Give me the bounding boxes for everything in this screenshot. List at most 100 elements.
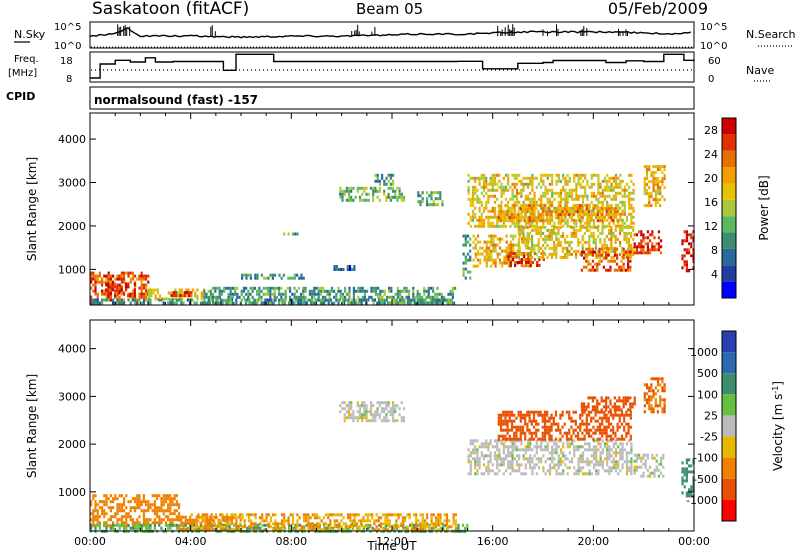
scatter-region xyxy=(580,247,632,272)
y-tick-label: 2000 xyxy=(58,438,86,451)
scatter-region xyxy=(203,286,457,305)
colorbar-swatch xyxy=(722,281,736,298)
colorbar-swatch xyxy=(722,248,736,266)
nave-tick-top: 60 xyxy=(708,56,721,67)
colorbar-swatch xyxy=(722,150,736,168)
colorbar-swatch xyxy=(722,478,736,500)
scatter-region xyxy=(374,173,395,186)
x-tick-label: 16:00 xyxy=(477,535,509,548)
colorbar-tick-label: 1000 xyxy=(690,346,718,359)
power-colorbar: 4 8 12 16 20 24 28 xyxy=(704,117,737,299)
cpid-value: normalsound (fast) -157 xyxy=(94,93,258,107)
scatter-region xyxy=(633,230,663,255)
y-tick-label: 2000 xyxy=(58,220,86,233)
noise-line xyxy=(89,26,692,39)
nave-tick-bottom: 0 xyxy=(708,74,714,85)
colorbar-swatch xyxy=(722,331,736,353)
y-tick-label: 3000 xyxy=(58,177,86,190)
freq-label-2: [MHz] xyxy=(8,68,37,79)
scatter-region xyxy=(339,401,406,423)
frequency-panel: Freq. [MHz] 18 8 60 0 Nave xyxy=(8,51,774,85)
scatter-region xyxy=(241,273,305,280)
noise-bursts xyxy=(117,24,628,36)
noise-left-label: N.Sky xyxy=(14,28,46,41)
colorbar-tick-label: 28 xyxy=(704,124,718,137)
scatter-region xyxy=(283,232,299,236)
velocity-colorbar-label-exponent: -1 xyxy=(771,386,780,394)
freq-tick-bottom: 8 xyxy=(66,74,72,85)
beam-label: Beam 05 xyxy=(356,0,423,18)
x-tick-label: 04:00 xyxy=(175,535,207,548)
scatter-region xyxy=(333,265,356,271)
power-y-label: Slant Range [km] xyxy=(25,157,39,261)
colorbar-tick-label: -25 xyxy=(700,431,718,444)
freq-tick-top: 18 xyxy=(60,56,73,67)
colorbar-tick-label: 20 xyxy=(704,172,718,185)
colorbar-tick-label: 8 xyxy=(711,244,718,257)
noise-right-label: N.Search xyxy=(746,28,796,41)
y-tick-label: 4000 xyxy=(58,343,86,356)
velocity-colorbar: 1000 500 100 25 -25 -100 -500 -1000 xyxy=(686,330,737,522)
colorbar-swatch xyxy=(722,167,736,184)
power-x-ticks xyxy=(89,113,695,305)
velocity-y-label: Slant Range [km] xyxy=(25,374,39,478)
scatter-region xyxy=(497,204,619,223)
colorbar-swatch xyxy=(722,118,736,135)
noise-panel: N.Sky 10^5 10^0 10^5 10^0 N.Search xyxy=(14,21,796,52)
velocity-x-ticks: 00:00 04:00 08:00 12:00 16:00 20:00 00:00 xyxy=(74,320,710,548)
station-title: Saskatoon (fitACF) xyxy=(92,0,249,19)
colorbar-tick-label: -1000 xyxy=(686,494,718,507)
colorbar-tick-label: 25 xyxy=(704,409,718,422)
colorbar-swatch xyxy=(722,183,736,200)
power-data xyxy=(90,165,695,305)
colorbar-tick-label: 100 xyxy=(697,388,718,401)
noise-frame xyxy=(89,21,695,49)
colorbar-swatch xyxy=(722,373,736,395)
velocity-colorbar-label-end: ] xyxy=(771,381,785,386)
velocity-y-ticks: 1000 2000 3000 4000 xyxy=(58,343,694,499)
colorbar-tick-label: -500 xyxy=(693,473,718,486)
x-axis-label: Time UT xyxy=(366,539,417,553)
colorbar-swatch xyxy=(722,232,736,249)
scatter-region xyxy=(190,513,457,532)
nave-label: Nave xyxy=(746,64,774,77)
colorbar-swatch xyxy=(722,394,736,416)
noise-right-tick-top: 10^5 xyxy=(700,22,727,33)
frequency-line xyxy=(90,53,695,79)
cpid-label: CPID xyxy=(6,90,35,103)
colorbar-tick-label: -100 xyxy=(693,452,718,465)
colorbar-frame xyxy=(721,117,737,299)
x-tick-label: 08:00 xyxy=(275,535,307,548)
scatter-region xyxy=(472,234,532,268)
x-tick-label: 12:00 xyxy=(376,535,408,548)
x-tick-label: 00:00 xyxy=(678,535,710,548)
scatter-region xyxy=(417,191,444,207)
scatter-region xyxy=(467,439,633,476)
scatter-region xyxy=(339,186,406,202)
colorbar-swatch xyxy=(722,415,736,437)
colorbar-tick-label: 12 xyxy=(704,220,718,233)
colorbar-swatch xyxy=(722,457,736,479)
scatter-region xyxy=(517,225,635,259)
colorbar-tick-label: 16 xyxy=(704,196,718,209)
velocity-data xyxy=(90,377,695,533)
velocity-colorbar-label: Velocity [m s-1] xyxy=(771,381,786,471)
colorbar-swatch xyxy=(722,436,736,458)
noise-right-tick-bottom: 10^0 xyxy=(700,41,727,52)
colorbar-swatch xyxy=(722,352,736,374)
scatter-region xyxy=(643,377,666,414)
scatter-region xyxy=(633,453,665,478)
scatter-region xyxy=(580,396,636,412)
colorbar-swatch xyxy=(722,499,736,521)
y-tick-label: 4000 xyxy=(58,133,86,146)
freq-label-1: Freq. xyxy=(14,54,39,65)
colorbar-swatch xyxy=(722,265,736,282)
colorbar-swatch xyxy=(722,134,736,151)
scatter-region xyxy=(462,234,472,280)
date-label: 05/Feb/2009 xyxy=(608,0,708,18)
y-tick-label: 1000 xyxy=(58,486,86,499)
colorbar-tick-label: 500 xyxy=(697,367,718,380)
noise-left-tick-bottom: 10^0 xyxy=(54,41,81,52)
x-tick-label: 00:00 xyxy=(74,535,106,548)
